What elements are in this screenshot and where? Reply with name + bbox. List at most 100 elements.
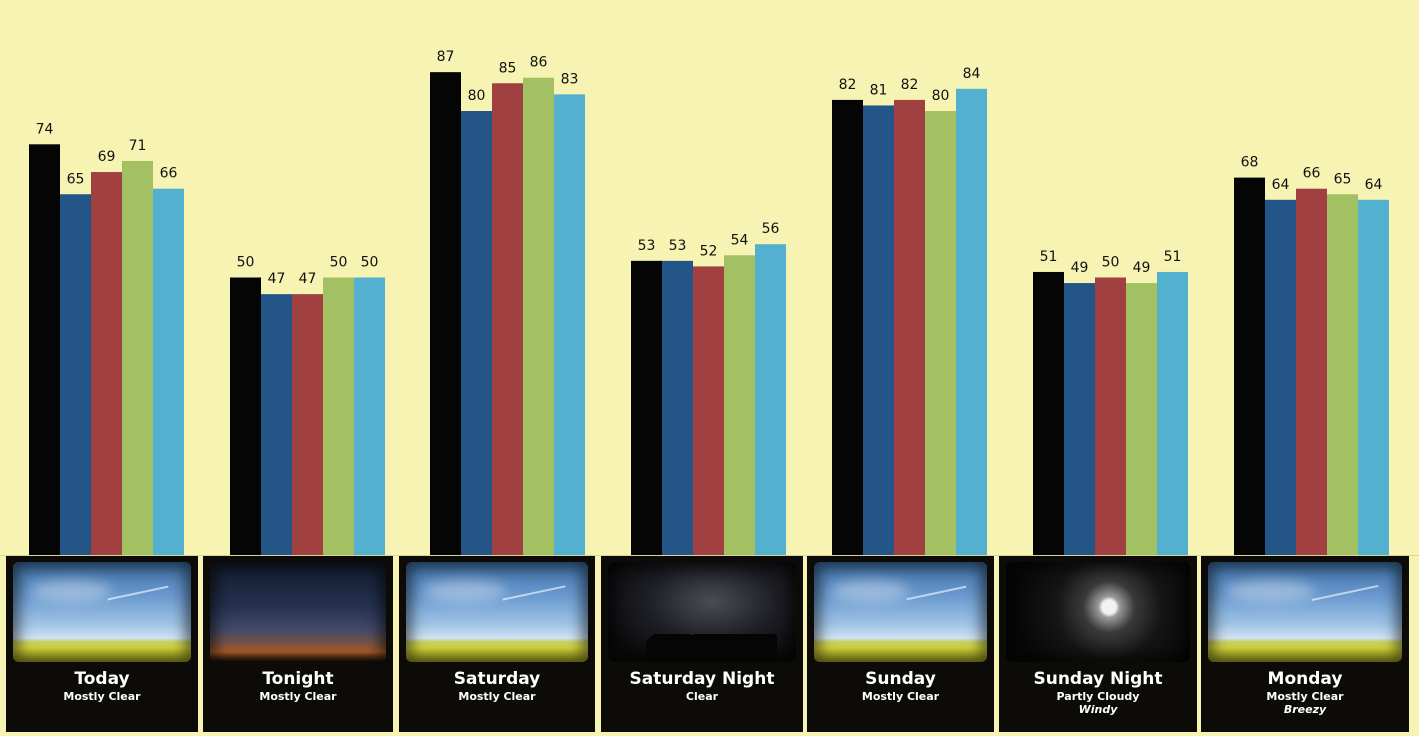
- data-label: 50: [330, 255, 348, 271]
- bars-layer: [0, 72, 1419, 556]
- data-label: 87: [437, 49, 455, 65]
- value-labels-layer: 74 65 69 71 66 50 47 47 50 50 87 80 85 86 83 53 53 52 54 56…: [36, 49, 1383, 287]
- weather-photo-dusk: [210, 562, 386, 662]
- bar-saturday-s3: [492, 83, 523, 555]
- tile-period-name: Sunday: [865, 669, 936, 689]
- bar-tonight-s4: [323, 277, 354, 555]
- bar-today-s2: [60, 194, 91, 555]
- data-label: 52: [700, 243, 718, 259]
- bar-tonight-s2: [261, 294, 292, 555]
- bar-saturday-night-s2: [662, 260, 693, 555]
- data-label: 85: [499, 60, 517, 76]
- bar-tonight-s3: [292, 294, 323, 555]
- data-label: 69: [98, 149, 116, 165]
- tile-period-name: Tonight: [262, 669, 334, 689]
- forecast-tile-sunday-night: Sunday Night Partly Cloudy Windy: [999, 556, 1197, 732]
- tile-extra-condition: Breezy: [1283, 703, 1327, 716]
- bar-monday-s3: [1296, 188, 1327, 555]
- data-label: 53: [638, 238, 656, 254]
- forecast-tile-tonight: Tonight Mostly Clear: [203, 556, 393, 732]
- data-label: 47: [268, 271, 286, 287]
- data-label: 50: [237, 255, 255, 271]
- bar-sunday-s3: [894, 99, 925, 556]
- data-label: 81: [870, 82, 888, 98]
- tile-condition: Mostly Clear: [1266, 690, 1344, 703]
- tile-period-name: Saturday: [453, 669, 541, 689]
- tile-extra-condition: Windy: [1078, 703, 1118, 716]
- bar-saturday-night-s4: [724, 255, 755, 556]
- data-label: 51: [1040, 249, 1058, 265]
- bar-tonight-s1: [230, 277, 261, 555]
- data-label: 80: [932, 88, 950, 104]
- bar-saturday-night-s1: [631, 260, 662, 555]
- data-label: 49: [1071, 260, 1089, 276]
- data-label: 47: [299, 271, 317, 287]
- bar-sunday-s4: [925, 111, 956, 555]
- tile-condition: Partly Cloudy: [1056, 690, 1140, 703]
- tile-condition: Mostly Clear: [861, 690, 940, 703]
- bar-monday-s2: [1265, 199, 1296, 556]
- data-label: 84: [963, 66, 981, 82]
- data-label: 64: [1272, 177, 1290, 193]
- data-label: 86: [530, 55, 548, 71]
- bar-sunday-s1: [832, 99, 863, 556]
- forecast-tile-monday: Monday Mostly Clear Breezy: [1201, 556, 1409, 732]
- data-label: 80: [468, 88, 486, 104]
- bar-sunday-s2: [863, 105, 894, 555]
- data-label: 65: [67, 171, 85, 187]
- data-label: 51: [1164, 249, 1182, 265]
- bar-saturday-s4: [523, 77, 554, 555]
- data-label: 66: [1303, 166, 1321, 182]
- forecast-tile-saturday-night: Saturday Night Clear: [601, 556, 803, 732]
- bar-saturday-s5: [554, 94, 585, 555]
- bar-sunday-night-s4: [1126, 283, 1157, 555]
- weather-photo-sky: [814, 562, 987, 662]
- tile-period-name: Monday: [1267, 669, 1343, 689]
- tile-period-name: Today: [74, 669, 130, 689]
- tile-condition: Mostly Clear: [63, 690, 141, 703]
- tile-condition: Clear: [685, 690, 719, 703]
- tile-period-name: Sunday Night: [1033, 669, 1163, 689]
- data-label: 56: [762, 221, 780, 237]
- data-label: 54: [731, 232, 749, 248]
- data-label: 64: [1365, 177, 1383, 193]
- bar-sunday-s5: [956, 88, 987, 556]
- bar-saturday-s2: [461, 111, 492, 555]
- bar-chart: 74 65 69 71 66 50 47 47 50 50 87 80 85 86 83 53 53 52 54 56…: [0, 49, 1419, 556]
- bar-sunday-night-s5: [1157, 271, 1188, 555]
- tile-condition: Mostly Clear: [259, 690, 337, 703]
- data-label: 74: [36, 121, 54, 137]
- weather-photo-sky: [1208, 562, 1402, 662]
- bar-sunday-night-s3: [1095, 277, 1126, 555]
- bar-sunday-night-s2: [1064, 283, 1095, 555]
- data-label: 71: [129, 138, 147, 154]
- bar-monday-s1: [1234, 177, 1265, 555]
- forecast-tile-saturday: Saturday Mostly Clear: [399, 556, 595, 732]
- data-label: 49: [1133, 260, 1151, 276]
- forecast-tile-sunday: Sunday Mostly Clear: [807, 556, 994, 732]
- data-label: 82: [901, 77, 919, 93]
- data-label: 50: [1102, 255, 1120, 271]
- bar-today-s4: [122, 160, 153, 555]
- weather-photo-sky: [406, 562, 588, 662]
- weather-photo-stars: [608, 562, 796, 662]
- data-label: 65: [1334, 171, 1352, 187]
- weather-photo-sky: [13, 562, 191, 662]
- bar-monday-s5: [1358, 199, 1389, 556]
- bar-today-s1: [29, 144, 60, 556]
- data-label: 53: [669, 238, 687, 254]
- bar-saturday-night-s3: [693, 266, 724, 555]
- data-label: 66: [160, 166, 178, 182]
- tile-condition: Mostly Clear: [458, 690, 536, 703]
- bar-today-s3: [91, 172, 122, 556]
- data-label: 83: [561, 71, 579, 87]
- bar-tonight-s5: [354, 277, 385, 555]
- bar-today-s5: [153, 188, 184, 555]
- bar-saturday-s1: [430, 72, 461, 556]
- data-label: 82: [839, 77, 857, 93]
- weather-photo-moon: [1006, 562, 1190, 662]
- bar-sunday-night-s1: [1033, 271, 1064, 555]
- data-label: 50: [361, 255, 379, 271]
- tile-period-name: Saturday Night: [629, 669, 775, 689]
